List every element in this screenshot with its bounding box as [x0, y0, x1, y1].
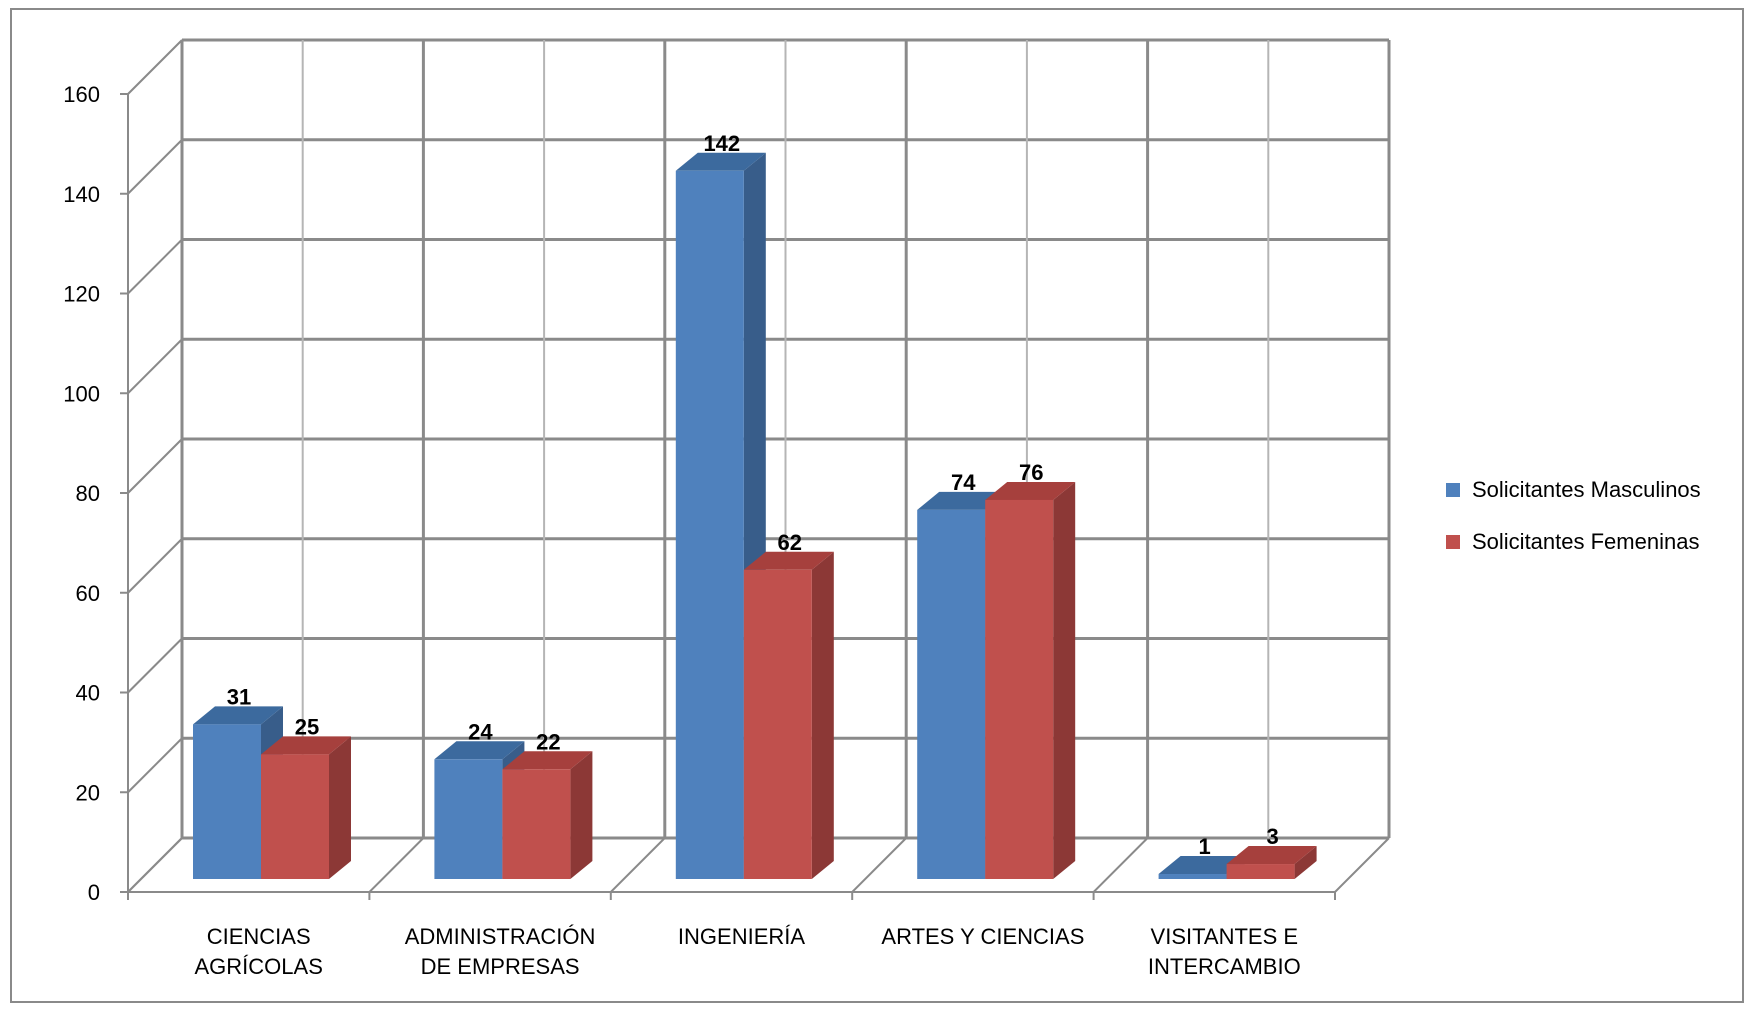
bar-side	[811, 551, 834, 879]
bar-side	[1294, 846, 1317, 879]
category-label: VISITANTES E INTERCAMBIO	[1147, 924, 1301, 979]
bar	[502, 769, 571, 879]
floor-line	[851, 837, 907, 893]
data-label: 62	[778, 530, 802, 555]
data-label: 142	[703, 131, 740, 156]
data-label: 74	[951, 470, 976, 495]
bar-top	[675, 152, 766, 171]
bar	[434, 759, 503, 879]
y-tick-label: 40	[76, 681, 100, 706]
gridline-side	[127, 39, 183, 95]
bar-top	[917, 491, 1008, 510]
category-label: INGENIERÍA	[677, 924, 806, 949]
y-tick-label: 160	[63, 82, 100, 107]
data-label: 24	[468, 719, 493, 744]
y-tick-label: 120	[63, 282, 100, 307]
bar	[675, 170, 744, 879]
bar-side	[1053, 481, 1076, 879]
data-label: 25	[295, 714, 319, 739]
floor-line	[368, 837, 425, 893]
bar-top	[434, 741, 525, 760]
y-tick-label: 100	[63, 381, 100, 406]
legend-label: Solicitantes Femeninas	[1472, 529, 1700, 554]
bar	[985, 499, 1054, 879]
bar	[1226, 864, 1295, 879]
category-label: CIENCIAS AGRÍCOLAS	[194, 924, 323, 979]
bar	[261, 754, 329, 879]
bar	[1158, 874, 1227, 879]
y-tick-label: 0	[88, 880, 100, 905]
bar-top	[1158, 856, 1249, 875]
bar-side	[570, 751, 593, 879]
legend-swatch-male	[1446, 483, 1460, 497]
bar-top	[985, 481, 1076, 500]
data-label: 3	[1266, 824, 1278, 849]
gridline-side	[127, 737, 183, 793]
legend-swatch-female	[1446, 535, 1460, 549]
legend-label: Solicitantes Masculinos	[1472, 477, 1701, 502]
category-label: ARTES Y CIENCIAS	[881, 924, 1085, 949]
gridline-side	[127, 438, 183, 494]
bar	[193, 724, 261, 879]
floor-line	[127, 837, 183, 893]
y-tick-label: 20	[76, 780, 100, 805]
bar-top	[743, 551, 834, 570]
gridline-side	[127, 139, 183, 195]
bar-top	[502, 751, 593, 770]
y-tick-label: 80	[76, 481, 100, 506]
legend-item-female: Solicitantes Femeninas	[1446, 527, 1701, 557]
gridline-side	[127, 238, 183, 295]
bar-top	[1226, 846, 1317, 865]
gridline-side	[127, 637, 183, 694]
data-label: 1	[1198, 834, 1210, 859]
floor-line	[610, 837, 666, 893]
y-tick-label: 60	[76, 581, 100, 606]
bar	[743, 569, 812, 879]
gridline-side	[127, 538, 183, 594]
bar-side	[329, 736, 351, 879]
floor-line	[1334, 837, 1390, 893]
category-label: ADMINISTRACIÓN DE EMPRESAS	[404, 924, 596, 979]
legend-item-male: Solicitantes Masculinos	[1446, 475, 1701, 505]
bar-top	[261, 736, 351, 755]
data-label: 22	[536, 729, 560, 754]
floor-line	[1092, 837, 1149, 893]
data-label: 31	[227, 684, 251, 709]
data-label: 76	[1019, 460, 1043, 485]
bar-top	[193, 706, 283, 725]
chart-legend: Solicitantes Masculinos Solicitantes Fem…	[1446, 475, 1701, 579]
y-tick-label: 140	[63, 182, 100, 207]
gridline-side	[127, 338, 183, 394]
bar	[917, 509, 986, 879]
